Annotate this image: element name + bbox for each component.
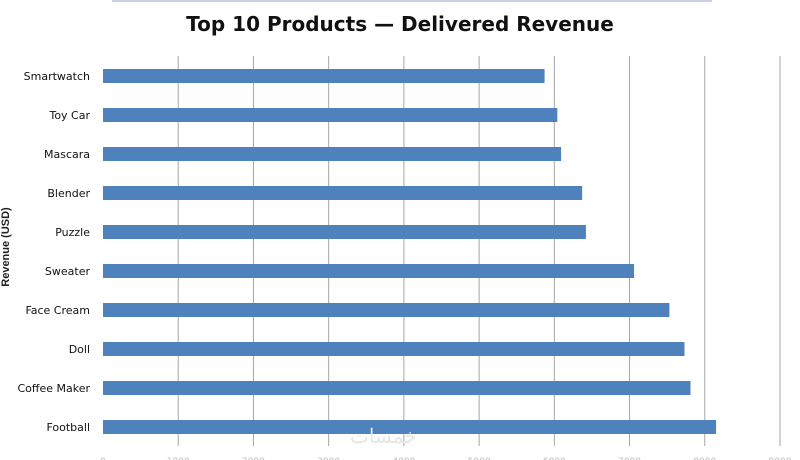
bar-coffee-maker xyxy=(103,381,691,395)
bar-mascara xyxy=(103,147,562,161)
top-border-strip xyxy=(112,0,712,2)
category-label-sweater: Sweater xyxy=(45,265,91,278)
x-tick-label-3000: 3000 xyxy=(317,457,340,460)
category-label-puzzle: Puzzle xyxy=(55,226,90,239)
chart-title: Top 10 Products — Delivered Revenue xyxy=(186,12,614,36)
bar-face-cream xyxy=(103,303,670,317)
category-label-mascara: Mascara xyxy=(44,148,90,161)
x-tick-label-6000: 6000 xyxy=(543,457,566,460)
category-label-smartwatch: Smartwatch xyxy=(24,70,90,83)
x-tick-label-8000: 8000 xyxy=(693,457,716,460)
category-label-blender: Blender xyxy=(47,187,90,200)
bar-doll xyxy=(103,342,685,356)
bar-toy-car xyxy=(103,108,558,122)
x-tick-label-2000: 2000 xyxy=(242,457,265,460)
category-label-doll: Doll xyxy=(69,343,90,356)
category-label-face-cream: Face Cream xyxy=(25,304,90,317)
x-tick-label-0: 0 xyxy=(100,457,106,460)
watermark: خمسات xyxy=(350,426,417,448)
category-label-toy-car: Toy Car xyxy=(48,109,90,122)
bar-blender xyxy=(103,186,583,200)
bar-smartwatch xyxy=(103,69,545,83)
x-tick-label-5000: 5000 xyxy=(468,457,491,460)
bar-puzzle xyxy=(103,225,586,239)
x-tick-label-9000: 9000 xyxy=(769,457,792,460)
x-tick-label-4000: 4000 xyxy=(392,457,415,460)
category-label-football: Football xyxy=(46,421,90,434)
bar-sweater xyxy=(103,264,635,278)
bar-football xyxy=(103,420,717,434)
x-tick-label-7000: 7000 xyxy=(618,457,641,460)
category-label-coffee-maker: Coffee Maker xyxy=(17,382,90,395)
x-tick-label-1000: 1000 xyxy=(167,457,190,460)
